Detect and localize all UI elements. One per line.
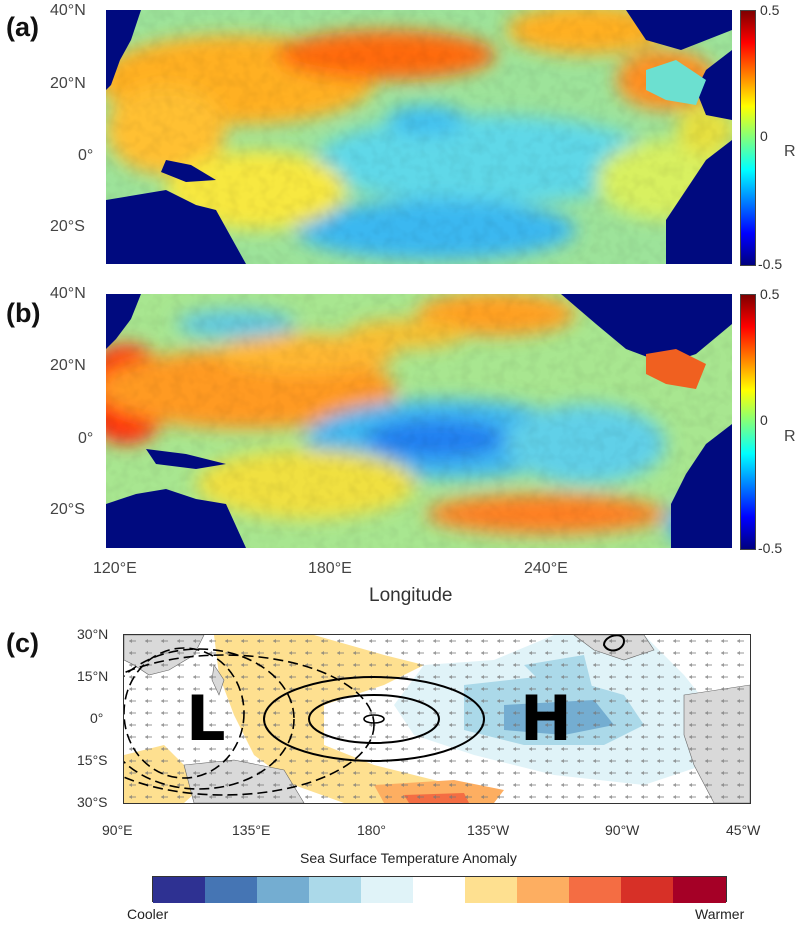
legend-swatch: [673, 877, 726, 903]
colorbar-tick: 0: [760, 412, 768, 428]
lat-tick: 30°S: [77, 794, 108, 810]
lon-tick: 45°W: [726, 822, 761, 838]
colorbar-tick: -0.5: [758, 540, 783, 556]
colorbar-tick: 0.5: [760, 286, 780, 302]
legend-swatch: [413, 877, 466, 903]
legend-title: Sea Surface Temperature Anomaly: [300, 850, 517, 866]
lat-tick: 0°: [90, 710, 104, 726]
legend-swatch: [621, 877, 674, 903]
lat-tick: 0°: [78, 430, 94, 447]
high-pressure-label: H: [520, 682, 572, 755]
lon-tick: 135°W: [467, 822, 510, 838]
lon-tick: 120°E: [93, 560, 137, 577]
colorbar-label: R: [784, 143, 796, 160]
heatmap-b: [106, 294, 732, 548]
panel-label-b: (b): [6, 298, 41, 328]
lat-tick: 20°N: [50, 75, 86, 92]
lat-tick: 15°S: [77, 752, 108, 768]
sst-map-c-svg: [124, 635, 750, 803]
legend-cooler-label: Cooler: [127, 906, 169, 922]
sst-map-c: [123, 634, 751, 804]
legend-swatch: [257, 877, 310, 903]
legend-swatch: [309, 877, 362, 903]
lon-tick: 135°E: [232, 822, 271, 838]
lon-tick: 90°E: [102, 822, 133, 838]
legend-warmer-label: Warmer: [695, 906, 745, 922]
low-pressure-label: L: [186, 682, 226, 755]
panel-label-c: (c): [6, 628, 39, 658]
x-axis-label: Longitude: [369, 585, 453, 606]
lat-tick: 20°S: [50, 501, 85, 518]
legend-swatch: [517, 877, 570, 903]
colorbar-a: [740, 10, 756, 266]
heatmap-a: [106, 10, 732, 264]
colorbar-b: [740, 294, 756, 550]
heatmap-b-svg: [106, 294, 732, 548]
colorbar-label: R: [784, 428, 796, 445]
lon-tick: 240°E: [524, 560, 568, 577]
lat-tick: 40°N: [50, 285, 86, 302]
lat-tick: 40°N: [50, 2, 86, 19]
lat-tick: 30°N: [77, 626, 109, 642]
legend-swatch: [569, 877, 622, 903]
legend-swatch: [361, 877, 414, 903]
legend-swatch: [465, 877, 518, 903]
lat-tick: 0°: [78, 147, 94, 164]
colorbar-tick: 0: [760, 128, 768, 144]
legend-swatch: [205, 877, 258, 903]
panel-label-a: (a): [6, 12, 39, 42]
lat-tick: 20°N: [50, 357, 86, 374]
colorbar-tick: 0.5: [760, 2, 780, 18]
lon-tick: 180°: [357, 822, 386, 838]
colorbar-tick: -0.5: [758, 256, 783, 272]
sst-color-legend: [152, 876, 727, 903]
lon-tick: 90°W: [605, 822, 640, 838]
lat-tick: 20°S: [50, 218, 85, 235]
heatmap-a-svg: [106, 10, 732, 264]
legend-swatch: [153, 877, 206, 903]
lat-tick: 15°N: [77, 668, 109, 684]
lon-tick: 180°E: [308, 560, 352, 577]
